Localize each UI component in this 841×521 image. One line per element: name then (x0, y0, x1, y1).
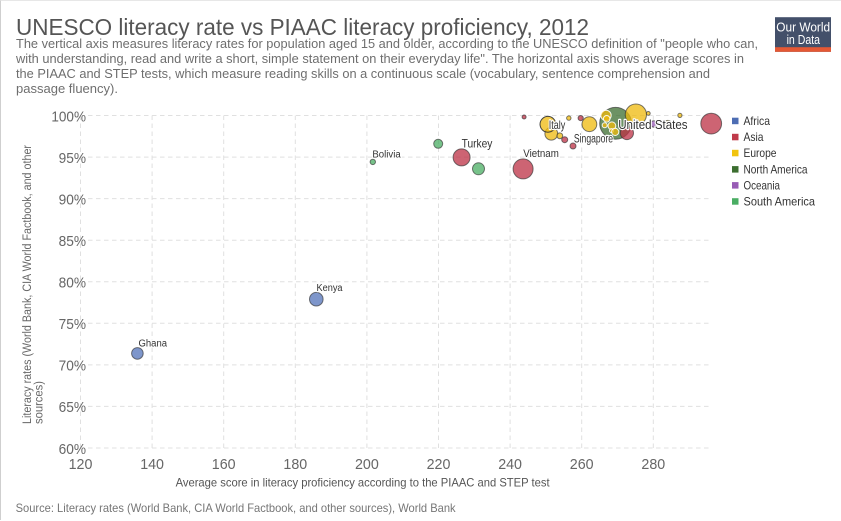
svg-text:United States: United States (618, 118, 687, 132)
svg-text:with understanding, read and w: with understanding, read and write a sho… (15, 51, 744, 66)
svg-text:90%: 90% (59, 191, 86, 208)
svg-text:in Data: in Data (787, 32, 821, 47)
svg-text:160: 160 (212, 456, 236, 473)
svg-text:Ghana: Ghana (139, 339, 168, 350)
svg-text:140: 140 (140, 456, 164, 473)
svg-text:Oceania: Oceania (744, 179, 781, 193)
svg-text:Literacy rates (World Bank, CI: Literacy rates (World Bank, CIA World Fa… (22, 145, 34, 424)
svg-text:Bolivia: Bolivia (372, 150, 401, 161)
svg-text:100%: 100% (51, 108, 86, 125)
svg-text:85%: 85% (59, 233, 86, 250)
svg-text:North America: North America (744, 163, 808, 177)
svg-text:Kenya: Kenya (317, 283, 343, 294)
svg-text:60%: 60% (59, 441, 86, 458)
svg-text:the PIAAC and STEP tests, whic: the PIAAC and STEP tests, which measure … (16, 66, 710, 81)
svg-text:180: 180 (283, 456, 307, 473)
svg-text:65%: 65% (59, 399, 86, 416)
svg-text:UNESCO literacy rate vs PIAAC: UNESCO literacy rate vs PIAAC literacy p… (16, 14, 589, 40)
svg-text:220: 220 (427, 456, 451, 473)
svg-text:Average score in literacy prof: Average score in literacy proficiency ac… (176, 476, 551, 490)
svg-text:280: 280 (641, 456, 665, 473)
svg-text:Italy: Italy (549, 118, 566, 132)
svg-text:Singapore: Singapore (574, 133, 613, 145)
svg-text:Turkey: Turkey (462, 137, 493, 151)
svg-text:95%: 95% (59, 150, 86, 167)
svg-text:sources): sources) (34, 381, 46, 424)
svg-text:260: 260 (570, 456, 594, 473)
svg-text:75%: 75% (59, 316, 86, 333)
svg-text:80%: 80% (59, 275, 86, 292)
svg-text:Vietnam: Vietnam (523, 148, 559, 160)
svg-text:240: 240 (498, 456, 522, 473)
svg-text:South America: South America (744, 195, 816, 209)
svg-text:Our World: Our World (776, 20, 830, 35)
svg-text:200: 200 (355, 456, 379, 473)
svg-text:passage fluency).: passage fluency). (16, 81, 118, 96)
svg-text:The vertical axis measures lit: The vertical axis measures literacy rate… (16, 36, 758, 51)
svg-text:120: 120 (69, 456, 93, 473)
svg-text:Asia: Asia (744, 130, 764, 144)
svg-text:Source: Literacy rates (World: Source: Literacy rates (World Bank, CIA … (16, 501, 457, 515)
svg-text:70%: 70% (59, 358, 86, 375)
svg-text:Europe: Europe (744, 146, 777, 160)
svg-text:Africa: Africa (744, 114, 771, 128)
